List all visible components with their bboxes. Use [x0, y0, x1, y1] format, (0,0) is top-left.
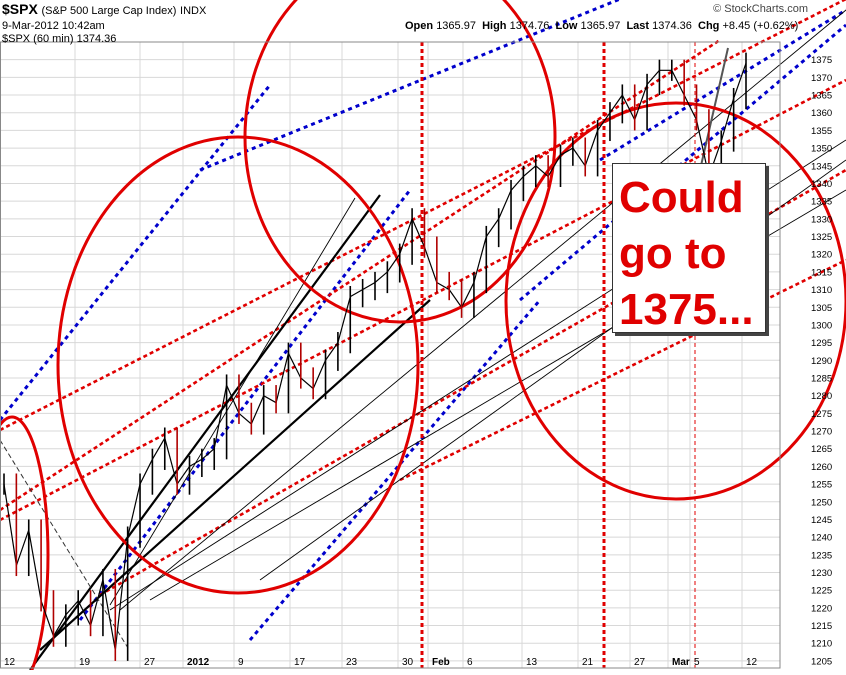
- y-tick-label: 1210: [811, 639, 832, 650]
- x-tick-label: 12: [4, 657, 16, 668]
- y-tick-label: 1240: [811, 533, 832, 544]
- trend-line-red: [0, 78, 846, 522]
- open-label: Open: [405, 20, 434, 32]
- y-tick-label: 1335: [811, 197, 832, 208]
- y-tick-label: 1270: [811, 427, 832, 438]
- y-tick-label: 1245: [811, 515, 832, 526]
- x-tick-label: Mar: [672, 657, 690, 668]
- x-tick-label: 21: [582, 657, 594, 668]
- series-label: $SPX (60 min) 1374.36: [2, 33, 116, 45]
- x-tick-label: 9: [238, 657, 244, 668]
- chg-value: +8.45 (+0.62%): [722, 20, 799, 32]
- y-tick-label: 1225: [811, 586, 832, 597]
- low-label: Low: [555, 20, 578, 32]
- cycle-circle: [56, 135, 420, 595]
- ohlc-readout: Open 1365.97 High 1374.76 Low 1365.97 La…: [405, 20, 798, 32]
- y-tick-label: 1370: [811, 73, 832, 84]
- trend-line-dashed: [0, 439, 129, 649]
- cycle-circle: [0, 415, 50, 675]
- x-tick-label: 17: [294, 657, 306, 668]
- plot-border: [0, 41, 781, 669]
- last-value: 1374.36: [652, 20, 692, 32]
- trend-channel-blue: [519, 23, 846, 302]
- chart-date: 9-Mar-2012 10:42am: [2, 20, 105, 32]
- y-tick-label: 1320: [811, 250, 832, 261]
- high-label: High: [482, 20, 507, 32]
- y-tick-label: 1275: [811, 409, 832, 420]
- y-tick-label: 1215: [811, 621, 832, 632]
- y-tick-label: 1265: [811, 444, 832, 455]
- y-tick-label: 1360: [811, 108, 832, 119]
- x-tick-label: 30: [402, 657, 414, 668]
- y-tick-label: 1355: [811, 126, 832, 137]
- x-tick-label: 27: [634, 657, 646, 668]
- y-tick-label: 1260: [811, 462, 832, 473]
- trend-line-red: [0, 38, 721, 512]
- annotation-text: Could go to 1375...: [619, 173, 754, 334]
- series-value: 1374.36: [76, 33, 117, 45]
- index-description: (S&P 500 Large Cap Index): [41, 5, 177, 17]
- y-tick-label: 1330: [811, 214, 832, 225]
- last-label: Last: [626, 20, 650, 32]
- y-tick-label: 1285: [811, 373, 832, 384]
- annotation-box: Could go to 1375...: [612, 163, 766, 334]
- trend-channel-blue: [248, 299, 542, 641]
- y-tick-label: 1365: [811, 91, 832, 102]
- y-tick-label: 1255: [811, 480, 832, 491]
- exchange: INDX: [180, 5, 207, 17]
- y-tick-label: 1300: [811, 320, 832, 331]
- y-tick-label: 1325: [811, 232, 832, 243]
- ticker: $SPX: [2, 1, 38, 17]
- x-tick-label: 5: [694, 657, 700, 668]
- y-tick-label: 1350: [811, 144, 832, 155]
- trend-line-red: [399, 258, 846, 482]
- trend-line-black: [109, 197, 356, 606]
- y-tick-label: 1280: [811, 391, 832, 402]
- y-tick-label: 1305: [811, 303, 832, 314]
- y-tick-label: 1230: [811, 568, 832, 579]
- y-tick-label: 1345: [811, 161, 832, 172]
- brand-watermark: © StockCharts.com: [713, 3, 808, 15]
- y-tick-label: 1340: [811, 179, 832, 190]
- y-tick-label: 1310: [811, 285, 832, 296]
- y-tick-label: 1375: [811, 55, 832, 66]
- trend-channel-blue: [78, 189, 412, 621]
- low-value: 1365.97: [580, 20, 621, 32]
- series-name: $SPX (60 min): [2, 33, 74, 45]
- x-tick-label: 12: [746, 657, 758, 668]
- chart-title: $SPX (S&P 500 Large Cap Index) INDX: [2, 1, 206, 17]
- x-tick-label: 2012: [187, 657, 210, 668]
- x-tick-label: 19: [79, 657, 91, 668]
- trend-line-black: [29, 194, 381, 671]
- trend-channel-blue: [599, 8, 846, 162]
- x-tick-label: 13: [526, 657, 538, 668]
- y-tick-label: 1315: [811, 267, 832, 278]
- chg-label: Chg: [698, 20, 720, 32]
- trend-line-red: [0, 0, 846, 432]
- high-value: 1374.76: [509, 20, 550, 32]
- x-tick-label: 23: [346, 657, 358, 668]
- y-tick-label: 1220: [811, 603, 832, 614]
- y-tick-label: 1235: [811, 550, 832, 561]
- x-tick-label: 27: [144, 657, 156, 668]
- y-tick-label: 1250: [811, 497, 832, 508]
- y-tick-label: 1295: [811, 338, 832, 349]
- y-tick-label: 1290: [811, 356, 832, 367]
- cycle-circle: [243, 0, 557, 324]
- open-value: 1365.97: [436, 20, 476, 32]
- x-tick-label: Feb: [432, 657, 450, 668]
- cycle-circle: [504, 101, 846, 501]
- x-tick-label: 6: [467, 657, 473, 668]
- y-tick-label: 1205: [811, 656, 832, 667]
